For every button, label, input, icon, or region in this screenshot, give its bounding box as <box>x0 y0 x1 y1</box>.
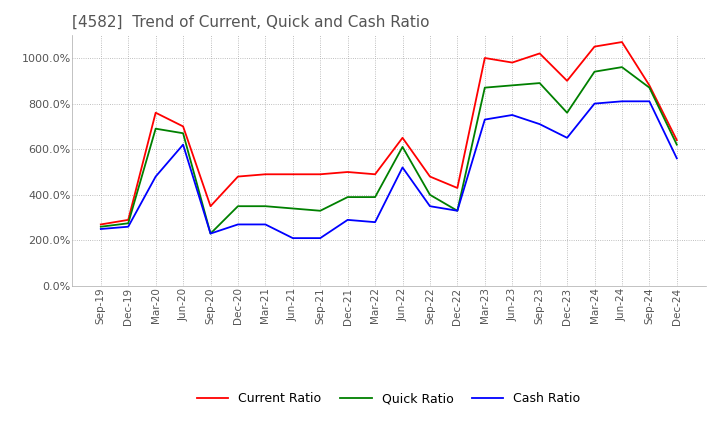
Current Ratio <box>480 55 489 61</box>
Quick Ratio <box>590 69 599 74</box>
Quick Ratio <box>672 142 681 147</box>
Current Ratio <box>179 124 187 129</box>
Current Ratio <box>672 137 681 143</box>
Quick Ratio <box>343 194 352 200</box>
Cash Ratio <box>96 226 105 231</box>
Quick Ratio <box>453 208 462 213</box>
Cash Ratio <box>563 135 572 140</box>
Quick Ratio <box>480 85 489 90</box>
Cash Ratio <box>398 165 407 170</box>
Quick Ratio <box>563 110 572 115</box>
Current Ratio <box>289 172 297 177</box>
Current Ratio <box>563 78 572 84</box>
Quick Ratio <box>371 194 379 200</box>
Cash Ratio <box>316 235 325 241</box>
Cash Ratio <box>233 222 242 227</box>
Quick Ratio <box>206 231 215 236</box>
Cash Ratio <box>618 99 626 104</box>
Quick Ratio <box>508 83 516 88</box>
Line: Cash Ratio: Cash Ratio <box>101 101 677 238</box>
Cash Ratio <box>453 208 462 213</box>
Cash Ratio <box>371 220 379 225</box>
Current Ratio <box>590 44 599 49</box>
Cash Ratio <box>289 235 297 241</box>
Current Ratio <box>618 40 626 45</box>
Cash Ratio <box>124 224 132 229</box>
Cash Ratio <box>508 112 516 117</box>
Cash Ratio <box>179 142 187 147</box>
Current Ratio <box>151 110 160 115</box>
Current Ratio <box>124 217 132 223</box>
Cash Ratio <box>672 156 681 161</box>
Current Ratio <box>316 172 325 177</box>
Cash Ratio <box>343 217 352 223</box>
Current Ratio <box>343 169 352 175</box>
Current Ratio <box>508 60 516 65</box>
Current Ratio <box>233 174 242 179</box>
Cash Ratio <box>590 101 599 106</box>
Quick Ratio <box>233 204 242 209</box>
Cash Ratio <box>645 99 654 104</box>
Quick Ratio <box>96 224 105 229</box>
Quick Ratio <box>261 204 270 209</box>
Quick Ratio <box>426 192 434 198</box>
Current Ratio <box>206 204 215 209</box>
Cash Ratio <box>536 121 544 127</box>
Current Ratio <box>645 83 654 88</box>
Cash Ratio <box>426 204 434 209</box>
Cash Ratio <box>480 117 489 122</box>
Line: Current Ratio: Current Ratio <box>101 42 677 224</box>
Cash Ratio <box>151 174 160 179</box>
Current Ratio <box>371 172 379 177</box>
Current Ratio <box>96 222 105 227</box>
Current Ratio <box>426 174 434 179</box>
Current Ratio <box>398 135 407 140</box>
Current Ratio <box>536 51 544 56</box>
Cash Ratio <box>261 222 270 227</box>
Quick Ratio <box>618 65 626 70</box>
Quick Ratio <box>151 126 160 131</box>
Quick Ratio <box>536 81 544 86</box>
Line: Quick Ratio: Quick Ratio <box>101 67 677 234</box>
Quick Ratio <box>179 131 187 136</box>
Quick Ratio <box>398 144 407 150</box>
Quick Ratio <box>289 206 297 211</box>
Text: [4582]  Trend of Current, Quick and Cash Ratio: [4582] Trend of Current, Quick and Cash … <box>72 15 430 30</box>
Current Ratio <box>453 185 462 191</box>
Quick Ratio <box>645 85 654 90</box>
Cash Ratio <box>206 231 215 236</box>
Quick Ratio <box>316 208 325 213</box>
Legend: Current Ratio, Quick Ratio, Cash Ratio: Current Ratio, Quick Ratio, Cash Ratio <box>192 387 585 410</box>
Current Ratio <box>261 172 270 177</box>
Quick Ratio <box>124 221 132 226</box>
